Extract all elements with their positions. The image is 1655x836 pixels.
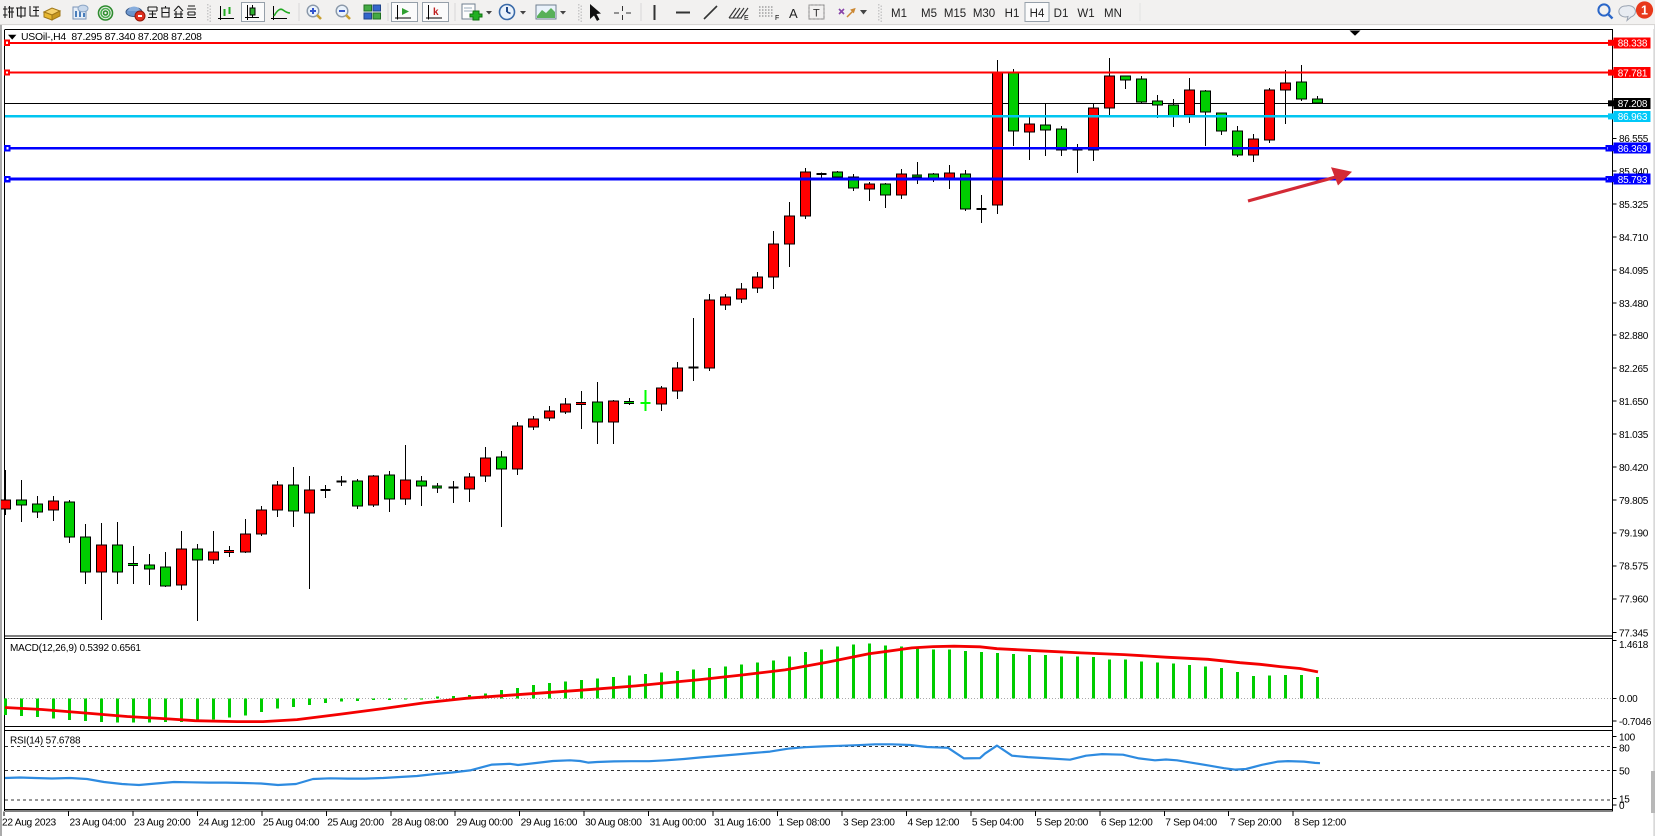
svg-text:24 Aug 12:00: 24 Aug 12:00 (198, 818, 255, 829)
svg-text:MN: MN (1104, 8, 1122, 20)
svg-text:87.208: 87.208 (1618, 99, 1648, 110)
svg-text:77.345: 77.345 (1619, 628, 1649, 639)
svg-text:88.338: 88.338 (1618, 39, 1648, 50)
svg-text:29 Aug 00:00: 29 Aug 00:00 (456, 818, 513, 829)
svg-text:M5: M5 (921, 8, 937, 20)
svg-text:86.555: 86.555 (1619, 134, 1649, 145)
svg-text:MACD(12,26,9) 0.5392 0.6561: MACD(12,26,9) 0.5392 0.6561 (10, 643, 141, 654)
svg-text:3 Sep 23:00: 3 Sep 23:00 (843, 818, 895, 829)
svg-text:86.963: 86.963 (1618, 112, 1648, 123)
svg-text:85.793: 85.793 (1618, 175, 1648, 186)
svg-text:77.960: 77.960 (1619, 595, 1649, 606)
svg-text:8 Sep 12:00: 8 Sep 12:00 (1294, 818, 1346, 829)
svg-text:25 Aug 04:00: 25 Aug 04:00 (263, 818, 320, 829)
svg-text:6 Sep 12:00: 6 Sep 12:00 (1101, 818, 1153, 829)
svg-text:78.575: 78.575 (1619, 562, 1649, 573)
svg-text:D1: D1 (1054, 8, 1069, 20)
svg-text:RSI(14) 57.6788: RSI(14) 57.6788 (10, 735, 81, 746)
svg-text:7 Sep 20:00: 7 Sep 20:00 (1230, 818, 1282, 829)
svg-text:1: 1 (1641, 4, 1648, 18)
svg-text:M30: M30 (973, 8, 995, 20)
svg-text:0.00: 0.00 (1619, 694, 1638, 705)
svg-text:15: 15 (1619, 794, 1630, 805)
svg-text:87.781: 87.781 (1618, 68, 1648, 79)
svg-text:84.710: 84.710 (1619, 233, 1649, 244)
svg-text:83.480: 83.480 (1619, 299, 1649, 310)
svg-text:31 Aug 00:00: 31 Aug 00:00 (650, 818, 707, 829)
svg-text:50: 50 (1619, 766, 1630, 777)
svg-text:-0.7046: -0.7046 (1619, 717, 1652, 728)
svg-text:79.190: 79.190 (1619, 529, 1649, 540)
svg-text:79.805: 79.805 (1619, 496, 1649, 507)
svg-text:25 Aug 20:00: 25 Aug 20:00 (327, 818, 384, 829)
svg-text:30 Aug 08:00: 30 Aug 08:00 (585, 818, 642, 829)
svg-text:1 Sep 08:00: 1 Sep 08:00 (779, 818, 831, 829)
svg-text:81.650: 81.650 (1619, 397, 1649, 408)
svg-text:T: T (813, 8, 820, 20)
svg-text:H4: H4 (1030, 8, 1045, 20)
svg-text:80.420: 80.420 (1619, 463, 1649, 474)
svg-text:M15: M15 (944, 8, 966, 20)
svg-text:W1: W1 (1077, 8, 1094, 20)
svg-text:31 Aug 16:00: 31 Aug 16:00 (714, 818, 771, 829)
svg-text:k: k (433, 7, 439, 18)
svg-text:A: A (789, 6, 798, 21)
svg-text:28 Aug 08:00: 28 Aug 08:00 (392, 818, 449, 829)
svg-text:7 Sep 04:00: 7 Sep 04:00 (1165, 818, 1217, 829)
svg-text:E: E (744, 15, 749, 22)
svg-text:22 Aug 2023: 22 Aug 2023 (2, 818, 57, 829)
svg-text:85.940: 85.940 (1619, 167, 1649, 178)
svg-text:5 Sep 20:00: 5 Sep 20:00 (1036, 818, 1088, 829)
svg-text:1.4618: 1.4618 (1619, 640, 1649, 651)
svg-text:4 Sep 12:00: 4 Sep 12:00 (907, 818, 959, 829)
svg-text:81.035: 81.035 (1619, 430, 1649, 441)
svg-text:100: 100 (1619, 732, 1636, 743)
svg-text:USOil-,H4 87.295 87.340 87.20: USOil-,H4 87.295 87.340 87.208 87.208 (21, 32, 202, 43)
svg-text:F: F (775, 15, 779, 22)
svg-text:85.325: 85.325 (1619, 200, 1649, 211)
svg-text:23 Aug 20:00: 23 Aug 20:00 (134, 818, 191, 829)
svg-text:82.265: 82.265 (1619, 364, 1649, 375)
svg-text:80: 80 (1619, 743, 1630, 754)
svg-text:86.369: 86.369 (1618, 144, 1648, 155)
svg-text:M1: M1 (891, 8, 907, 20)
svg-text:H1: H1 (1005, 8, 1020, 20)
svg-text:29 Aug 16:00: 29 Aug 16:00 (521, 818, 578, 829)
svg-text:0: 0 (1619, 801, 1625, 812)
svg-text:5 Sep 04:00: 5 Sep 04:00 (972, 818, 1024, 829)
svg-text:82.880: 82.880 (1619, 331, 1649, 342)
svg-text:23 Aug 04:00: 23 Aug 04:00 (69, 818, 126, 829)
svg-text:84.095: 84.095 (1619, 266, 1649, 277)
